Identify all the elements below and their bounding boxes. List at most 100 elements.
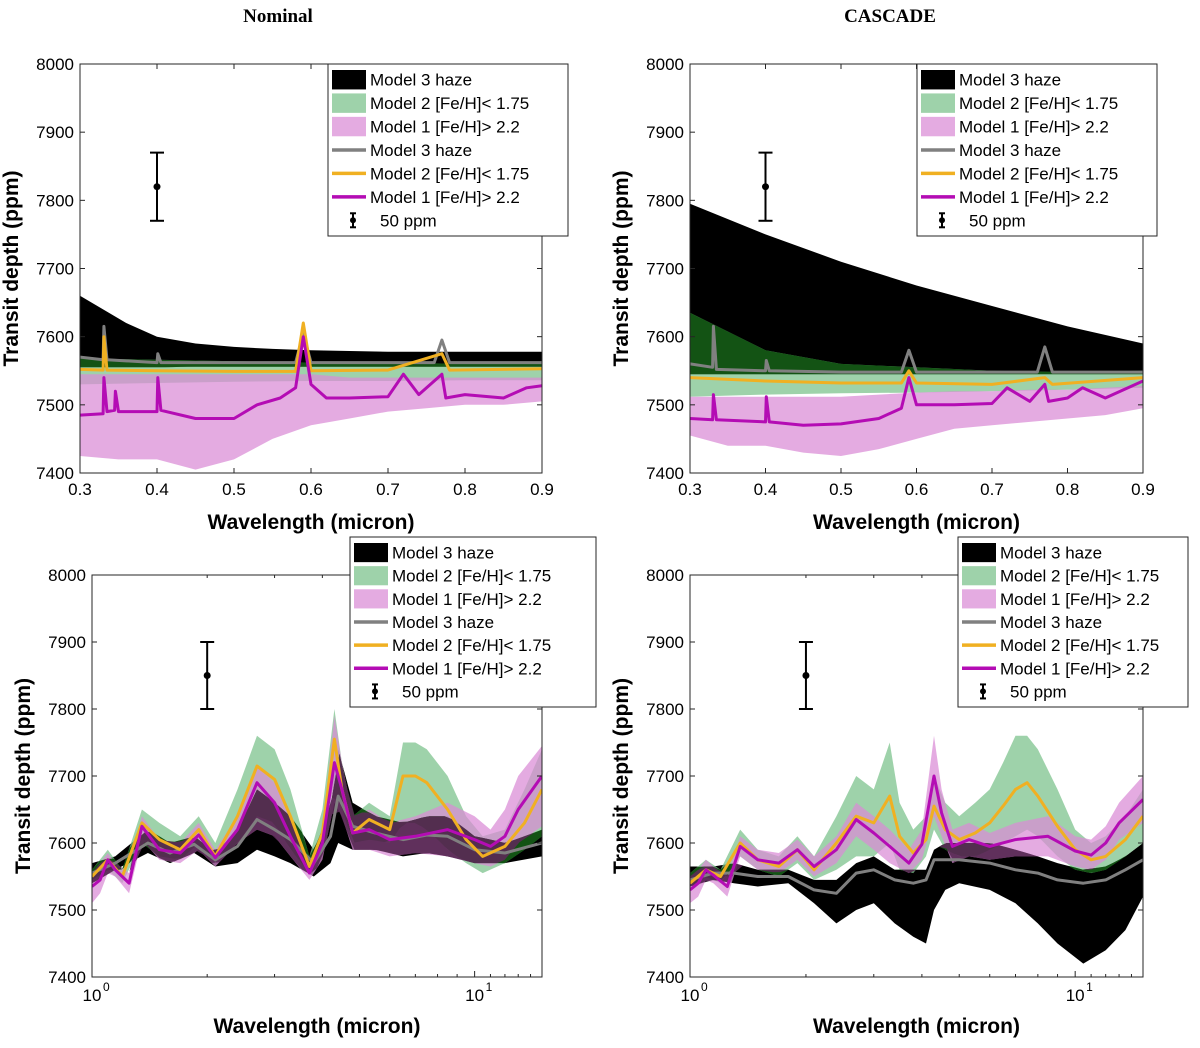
plot-content <box>690 203 1143 456</box>
x-tick-label: 10 <box>1066 986 1085 1005</box>
x-tick-label: 0.7 <box>376 480 400 499</box>
x-tick-label: 0.9 <box>530 480 554 499</box>
x-tick-label: 0.5 <box>222 480 246 499</box>
legend-swatch <box>921 93 955 113</box>
legend-entry: Model 3 haze <box>921 70 1061 90</box>
x-tick-label: 0.4 <box>145 480 169 499</box>
x-tick-label: 0.9 <box>1131 480 1155 499</box>
y-tick-label: 7900 <box>36 123 74 142</box>
x-tick-label: 0.6 <box>299 480 323 499</box>
y-tick-label: 7700 <box>646 767 684 786</box>
legend-entry: Model 3 haze <box>354 613 494 632</box>
x-axis-label: Wavelength (micron) <box>208 511 415 534</box>
legend-label: Model 1 [Fe/H]> 2.2 <box>370 118 520 137</box>
series-line-model1 <box>80 335 542 420</box>
chart-panel-cascade-optical: 7400 7500 7600 7700 7800 7900 8000 0.3 0.4 0.5 0.6… <box>610 55 1158 534</box>
y-tick-label: 7400 <box>36 464 74 483</box>
x-tick-label: 0.3 <box>678 480 702 499</box>
legend-entry: Model 2 [Fe/H]< 1.75 <box>962 566 1159 586</box>
legend-label: Model 3 haze <box>392 613 494 632</box>
legend-label: Model 1 [Fe/H]> 2.2 <box>392 659 542 678</box>
series-line-model2 <box>80 321 542 373</box>
legend-label: Model 1 [Fe/H]> 2.2 <box>959 118 1109 137</box>
y-tick-label: 7700 <box>646 260 684 279</box>
legend-entry: Model 1 [Fe/H]> 2.2 <box>354 589 542 609</box>
legend-entry: 50 ppm <box>372 682 459 701</box>
y-axis-label: Transit depth (ppm) <box>610 171 633 367</box>
x-axis-label: Wavelength (micron) <box>813 511 1020 534</box>
x-tick-exponent: 1 <box>1086 980 1093 994</box>
legend-entry: Model 2 [Fe/H]< 1.75 <box>332 164 529 183</box>
y-tick-label: 7800 <box>646 700 684 719</box>
error-bar-50ppm <box>200 641 215 710</box>
y-tick-label: 8000 <box>646 55 684 74</box>
x-tick-label: 0.5 <box>829 480 853 499</box>
y-tick-label: 7400 <box>48 968 86 987</box>
plot-content <box>92 709 542 904</box>
legend-swatch <box>354 589 388 609</box>
x-tick-exponent: 1 <box>486 980 493 994</box>
y-tick-label: 7400 <box>646 464 684 483</box>
y-tick-label: 7400 <box>646 968 684 987</box>
legend-swatch <box>962 566 996 586</box>
legend-swatch <box>962 589 996 609</box>
legend-label: Model 2 [Fe/H]< 1.75 <box>370 164 529 183</box>
y-tick-label: 7900 <box>646 633 684 652</box>
legend-label: 50 ppm <box>402 682 459 701</box>
y-tick-label: 7800 <box>646 191 684 210</box>
band-model2 <box>690 312 1143 397</box>
legend-entry: Model 2 [Fe/H]< 1.75 <box>962 636 1159 655</box>
y-axis-label: Transit depth (ppm) <box>12 678 35 874</box>
legend-entry: Model 2 [Fe/H]< 1.75 <box>332 93 529 113</box>
legend-swatch <box>354 543 388 563</box>
legend-label: 50 ppm <box>969 211 1026 230</box>
y-axis-label: Transit depth (ppm) <box>0 171 23 367</box>
legend-swatch <box>332 116 366 137</box>
x-tick-label: 0.6 <box>905 480 929 499</box>
legend: Model 3 haze Model 2 [Fe/H]< 1.75 Model 1 … <box>916 63 1158 237</box>
legend-entry: 50 ppm <box>980 682 1067 701</box>
series-line-model1 <box>690 774 1143 892</box>
column-title-nominal: Nominal <box>243 6 313 27</box>
x-tick-label: 0.7 <box>980 480 1004 499</box>
x-tick-exponent: 0 <box>103 980 110 994</box>
x-tick-label: 0.8 <box>453 480 477 499</box>
legend-label: Model 2 [Fe/H]< 1.75 <box>1000 567 1159 586</box>
legend-entry: Model 2 [Fe/H]< 1.75 <box>354 636 551 655</box>
y-tick-label: 7600 <box>36 328 74 347</box>
band-model1 <box>690 385 1143 456</box>
x-tick-label: 0.8 <box>1056 480 1080 499</box>
x-tick-exponent: 0 <box>701 980 708 994</box>
y-tick-label: 7500 <box>36 396 74 415</box>
y-axis-label: Transit depth (ppm) <box>610 678 633 874</box>
legend-entry: 50 ppm <box>939 211 1026 230</box>
legend-entry: 50 ppm <box>350 211 437 230</box>
legend-entry: Model 3 haze <box>354 543 494 563</box>
y-tick-label: 7600 <box>48 834 86 853</box>
legend-label: Model 2 [Fe/H]< 1.75 <box>959 164 1118 183</box>
legend-entry: Model 3 haze <box>921 141 1061 160</box>
series-line-model2 <box>690 369 1143 386</box>
y-tick-label: 7500 <box>646 396 684 415</box>
chart-panel-nominal-optical: 7400 7500 7600 7700 7800 7900 8000 0.3 0.4 0.5 0.6… <box>0 55 569 534</box>
legend-entry: Model 2 [Fe/H]< 1.75 <box>921 164 1118 183</box>
legend-swatch <box>332 70 366 90</box>
y-tick-label: 7600 <box>646 834 684 853</box>
y-tick-label: 7500 <box>48 901 86 920</box>
legend-label: Model 3 haze <box>392 544 494 563</box>
legend-label: Model 1 [Fe/H]> 2.2 <box>392 590 542 609</box>
legend-swatch <box>332 93 366 113</box>
band-model1 <box>80 374 542 470</box>
legend-entry: Model 1 [Fe/H]> 2.2 <box>332 116 520 137</box>
y-tick-label: 7700 <box>48 767 86 786</box>
legend-entry: Model 1 [Fe/H]> 2.2 <box>962 589 1150 609</box>
legend-label: Model 3 haze <box>370 71 472 90</box>
legend-entry: Model 3 haze <box>962 613 1102 632</box>
legend-label: Model 2 [Fe/H]< 1.75 <box>370 94 529 113</box>
y-tick-label: 8000 <box>646 566 684 585</box>
x-tick-label: 0.3 <box>68 480 92 499</box>
x-tick-label: 10 <box>83 986 102 1005</box>
x-tick-label: 10 <box>681 986 700 1005</box>
